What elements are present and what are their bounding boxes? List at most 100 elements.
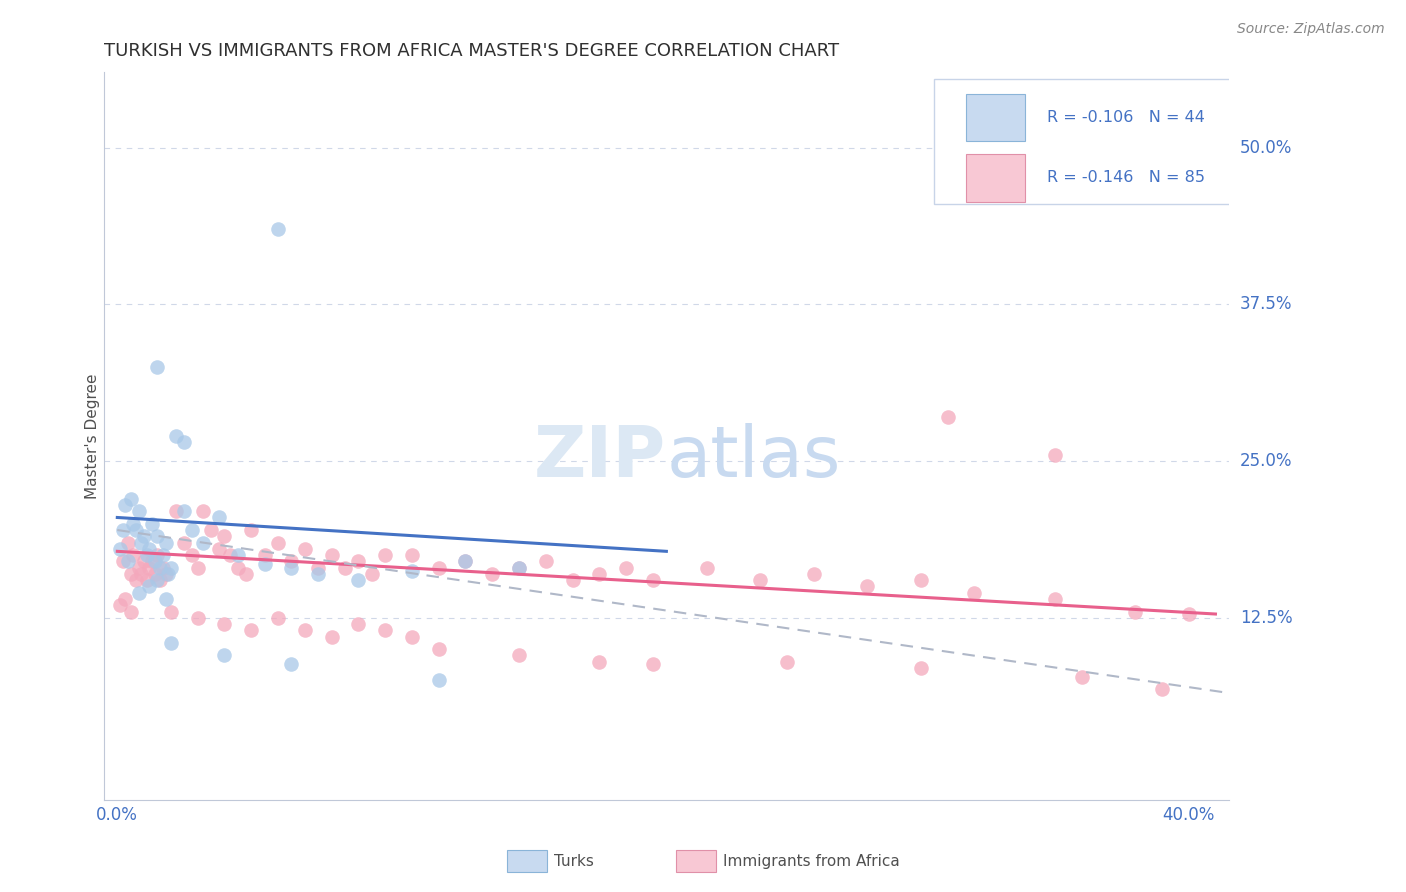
Point	[374, 548, 396, 562]
Point	[138, 560, 160, 574]
Point	[641, 573, 664, 587]
Text: 40.0%: 40.0%	[1163, 805, 1215, 824]
Point	[294, 541, 316, 556]
Point	[152, 548, 174, 562]
Point	[803, 566, 825, 581]
Point	[641, 657, 664, 672]
Point	[427, 560, 450, 574]
Point	[240, 523, 263, 537]
Text: 37.5%: 37.5%	[1240, 295, 1292, 313]
Point	[143, 554, 166, 568]
Point	[155, 535, 177, 549]
Point	[131, 566, 153, 581]
Point	[1123, 605, 1146, 619]
Text: atlas: atlas	[666, 424, 841, 492]
Point	[427, 642, 450, 657]
Point	[240, 624, 263, 638]
Text: Immigrants from Africa: Immigrants from Africa	[723, 854, 900, 869]
Point	[218, 548, 240, 562]
Point	[132, 554, 155, 568]
Point	[280, 554, 302, 568]
Point	[454, 554, 477, 568]
Point	[226, 548, 249, 562]
Point	[454, 554, 477, 568]
Text: Turks: Turks	[554, 854, 593, 869]
Point	[267, 611, 290, 625]
Point	[214, 617, 236, 632]
Point	[157, 566, 180, 581]
Text: 25.0%: 25.0%	[1240, 452, 1292, 470]
Text: R = -0.106   N = 44: R = -0.106 N = 44	[1046, 110, 1205, 125]
Point	[253, 557, 276, 571]
Point	[146, 529, 169, 543]
Point	[508, 648, 530, 663]
Point	[173, 535, 195, 549]
Point	[267, 222, 290, 236]
Point	[401, 548, 423, 562]
Point	[155, 591, 177, 606]
Point	[114, 498, 136, 512]
Point	[114, 591, 136, 606]
Text: ZIP: ZIP	[534, 424, 666, 492]
Text: 12.5%: 12.5%	[1240, 608, 1292, 627]
Point	[135, 573, 157, 587]
Point	[696, 560, 718, 574]
Point	[910, 661, 932, 675]
Point	[208, 541, 231, 556]
Point	[214, 648, 236, 663]
Point	[111, 523, 134, 537]
Point	[146, 359, 169, 374]
Point	[280, 657, 302, 672]
Point	[347, 617, 370, 632]
Point	[307, 560, 329, 574]
Point	[427, 673, 450, 688]
Point	[108, 541, 131, 556]
Point	[191, 535, 214, 549]
Point	[173, 504, 195, 518]
Point	[160, 560, 183, 574]
Bar	[966, 154, 1025, 202]
Point	[401, 565, 423, 579]
Point	[1177, 607, 1199, 621]
Point	[146, 548, 169, 562]
Point	[160, 636, 183, 650]
Point	[120, 491, 142, 506]
Point	[108, 599, 131, 613]
Point	[267, 535, 290, 549]
Point	[187, 611, 209, 625]
Point	[181, 548, 204, 562]
Point	[125, 573, 148, 587]
Y-axis label: Master's Degree: Master's Degree	[86, 373, 100, 499]
Point	[1043, 591, 1066, 606]
Text: Source: ZipAtlas.com: Source: ZipAtlas.com	[1237, 22, 1385, 37]
Point	[173, 435, 195, 450]
Point	[122, 548, 145, 562]
Point	[128, 585, 150, 599]
Point	[120, 566, 142, 581]
Point	[333, 560, 356, 574]
Point	[360, 566, 382, 581]
Point	[614, 560, 637, 574]
Point	[149, 573, 172, 587]
Point	[963, 585, 986, 599]
Point	[149, 560, 172, 574]
Bar	[934, 78, 1406, 204]
Text: 0.0%: 0.0%	[97, 805, 138, 824]
Point	[165, 504, 187, 518]
Point	[141, 554, 163, 568]
Point	[936, 410, 959, 425]
Point	[125, 523, 148, 537]
Point	[131, 535, 153, 549]
Point	[1043, 448, 1066, 462]
Point	[128, 560, 150, 574]
Point	[561, 573, 583, 587]
Point	[165, 429, 187, 443]
Point	[347, 573, 370, 587]
Point	[401, 630, 423, 644]
Point	[534, 554, 557, 568]
Point	[235, 566, 257, 581]
Point	[141, 516, 163, 531]
Point	[253, 548, 276, 562]
Point	[208, 510, 231, 524]
Point	[481, 566, 503, 581]
